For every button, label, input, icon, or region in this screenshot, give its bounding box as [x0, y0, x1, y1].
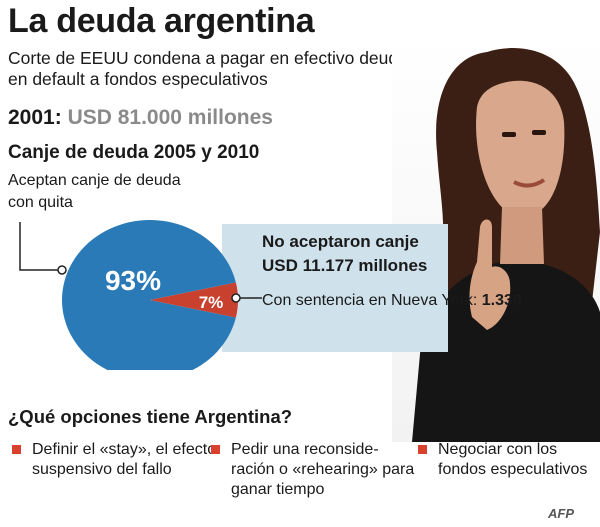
- not-accepted-label: No aceptaron canje USD 11.177 millones: [262, 230, 427, 278]
- sentencia-label: Con sentencia en Nueva York: 1.330: [262, 290, 522, 312]
- accept-leader-line: [19, 222, 62, 271]
- pie-chart: 93% 7%: [19, 220, 262, 370]
- portrait-body: [412, 262, 600, 442]
- portrait-neck: [500, 207, 544, 264]
- page-title: La deuda argentina: [8, 2, 315, 40]
- debt-2001-amount: USD 81.000 millones: [67, 106, 273, 129]
- option-text: Negociar con los fondos especulativos: [438, 441, 588, 478]
- not-accepted-line1: No aceptaron canje: [262, 232, 419, 251]
- debt-2001-year: 2001:: [8, 106, 62, 129]
- option-text: Pedir una reconside-ración o «rehearing»…: [231, 441, 415, 498]
- credit-logo: AFP: [548, 506, 574, 521]
- sentencia-value: 1.330: [481, 292, 522, 309]
- portrait-eye-left: [502, 132, 516, 137]
- options-title: ¿Qué opciones tiene Argentina?: [8, 406, 293, 427]
- portrait-mouth: [513, 178, 546, 188]
- option-bullet: [211, 445, 220, 454]
- page-subtitle: Corte de EEUU condena a pagar en efectiv…: [8, 48, 408, 89]
- not-accepted-amount: USD 11.177 millones: [262, 256, 428, 275]
- portrait-photo: [392, 32, 600, 442]
- pie-slice-accept: [62, 220, 236, 370]
- option-text: Definir el «stay», el efecto suspensivo …: [32, 441, 217, 478]
- accept-label: Aceptan canje de deuda con quita: [8, 172, 181, 211]
- slice-label-accept: 93%: [105, 265, 161, 296]
- reject-marker: [231, 293, 241, 303]
- option-bullet: [12, 445, 21, 454]
- portrait-eye-right: [532, 130, 546, 135]
- slice-label-reject: 7%: [199, 293, 224, 312]
- accept-marker: [57, 265, 67, 275]
- sentencia-text: Con sentencia en Nueva York:: [262, 292, 478, 309]
- pie-slice-reject: [150, 282, 238, 318]
- callout-box: [222, 224, 448, 352]
- canje-title: Canje de deuda 2005 y 2010: [8, 142, 260, 163]
- portrait-hand: [469, 219, 511, 330]
- option-bullet: [418, 445, 427, 454]
- debt-2001-line: 2001: USD 81.000 millones: [8, 106, 273, 130]
